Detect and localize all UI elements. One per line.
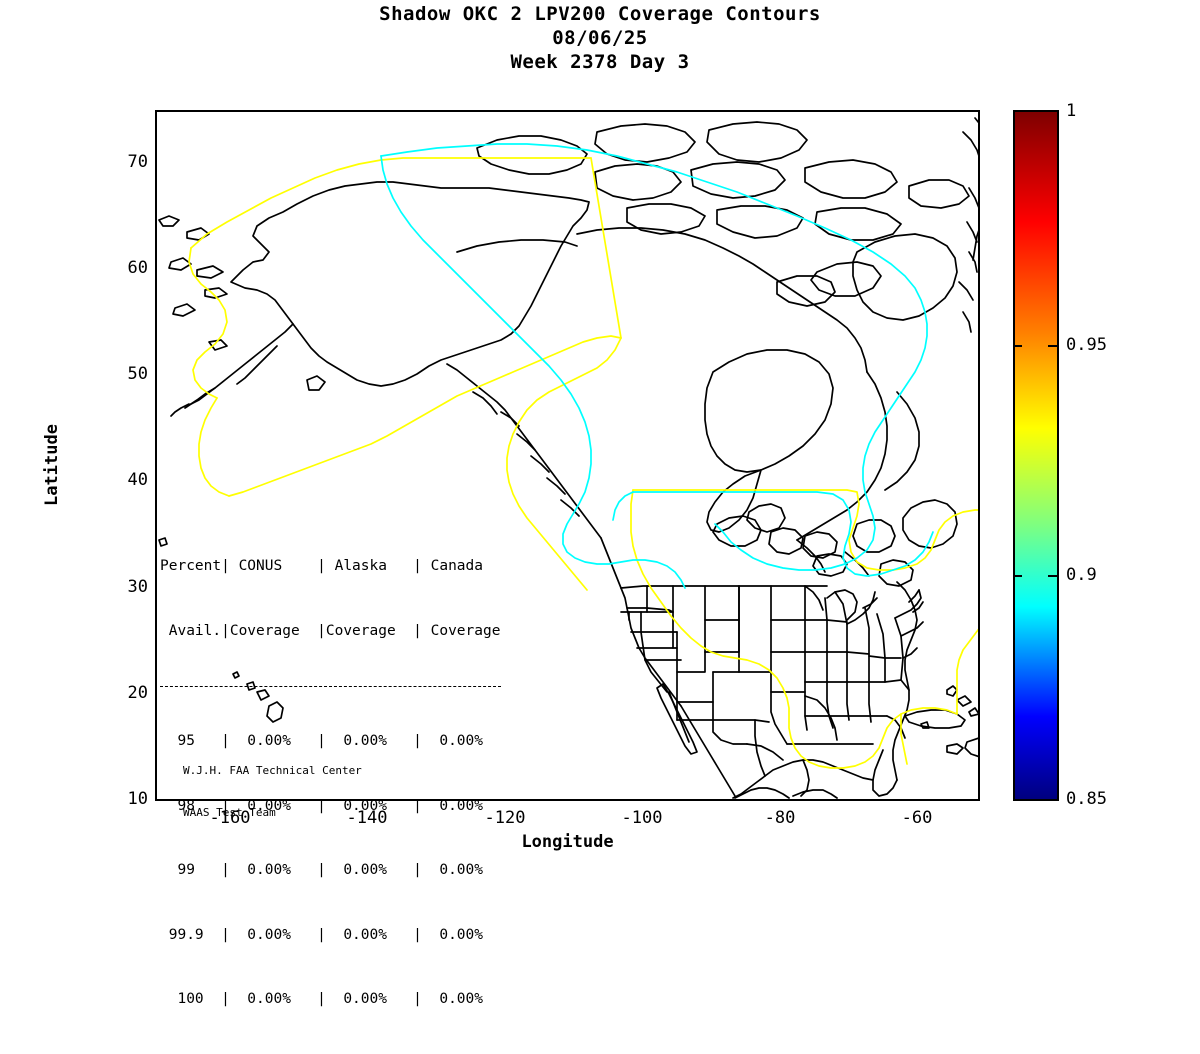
xtick-label-minus120: -120 — [484, 808, 526, 828]
service-volume-conus — [630, 489, 978, 769]
plot-title-line-1: Shadow OKC 2 LPV200 Coverage Contours — [379, 3, 821, 25]
plot-title-line-3: Week 2378 Day 3 — [510, 51, 690, 73]
service-volume-canada — [380, 143, 934, 589]
xtick-label-minus60: -60 — [901, 808, 933, 828]
ytick-label-50: 50 — [127, 364, 148, 384]
colorbar-label-09: 0.9 — [1066, 565, 1097, 585]
colorbar-gradient — [1015, 112, 1057, 799]
table-row: 95 | 0.00% | 0.00% | 0.00% — [160, 733, 484, 749]
colorbar-tick-095-left — [1013, 345, 1022, 347]
ytick-label-40: 40 — [127, 470, 148, 490]
ytick-label-20: 20 — [127, 683, 148, 703]
xtick-label-minus160: -160 — [209, 808, 251, 828]
colorbar-tick-095-right — [1048, 345, 1057, 347]
table-row: 98 | 0.00% | 0.00% | 0.00% — [160, 797, 484, 814]
colorbar — [1013, 110, 1059, 801]
table-row: 99 | 0.00% | 0.00% | 0.00% — [160, 862, 484, 878]
map-plot-area — [155, 110, 980, 801]
coverage-contour-plot: Shadow OKC 2 LPV200 Coverage Contours 08… — [42, 3, 1107, 1007]
xtick-label-minus140: -140 — [346, 808, 388, 828]
credits-line-2: WAAS Test Team — [183, 806, 276, 819]
stats-header-row-2: Avail.|Coverage |Coverage | Coverage — [160, 622, 501, 639]
us-state-borders-layer — [620, 585, 924, 777]
y-axis-title: Latitude — [42, 424, 62, 506]
x-axis-title: Longitude — [521, 832, 614, 852]
ytick-label-60: 60 — [127, 258, 148, 278]
xtick-label-minus100: -100 — [621, 808, 663, 828]
credits-line-1: W.J.H. FAA Technical Center — [183, 764, 362, 777]
credits-block: W.J.H. FAA Technical Center WAAS Test Te… — [183, 736, 362, 848]
ytick-label-10: 10 — [127, 789, 148, 809]
colorbar-label-095: 0.95 — [1066, 335, 1107, 355]
north-america-map — [158, 117, 978, 799]
ytick-label-70: 70 — [127, 152, 148, 172]
colorbar-tick-09-right — [1048, 575, 1057, 577]
colorbar-tick-09-left — [1013, 575, 1022, 577]
stats-header-row-1: Percent| CONUS | Alaska | Canada — [160, 558, 484, 574]
table-row: 99.9 | 0.00% | 0.00% | 0.00% — [160, 926, 484, 943]
ytick-label-30: 30 — [127, 577, 148, 597]
colorbar-label-085: 0.85 — [1066, 789, 1107, 809]
service-volume-alaska — [188, 157, 622, 591]
stats-separator-rule — [160, 686, 501, 687]
colorbar-label-1: 1 — [1066, 101, 1077, 121]
table-row: 100 | 0.00% | 0.00% | 0.00% — [160, 991, 484, 1007]
plot-title-line-2: 08/06/25 — [552, 27, 648, 49]
xtick-label-minus80: -80 — [764, 808, 796, 828]
